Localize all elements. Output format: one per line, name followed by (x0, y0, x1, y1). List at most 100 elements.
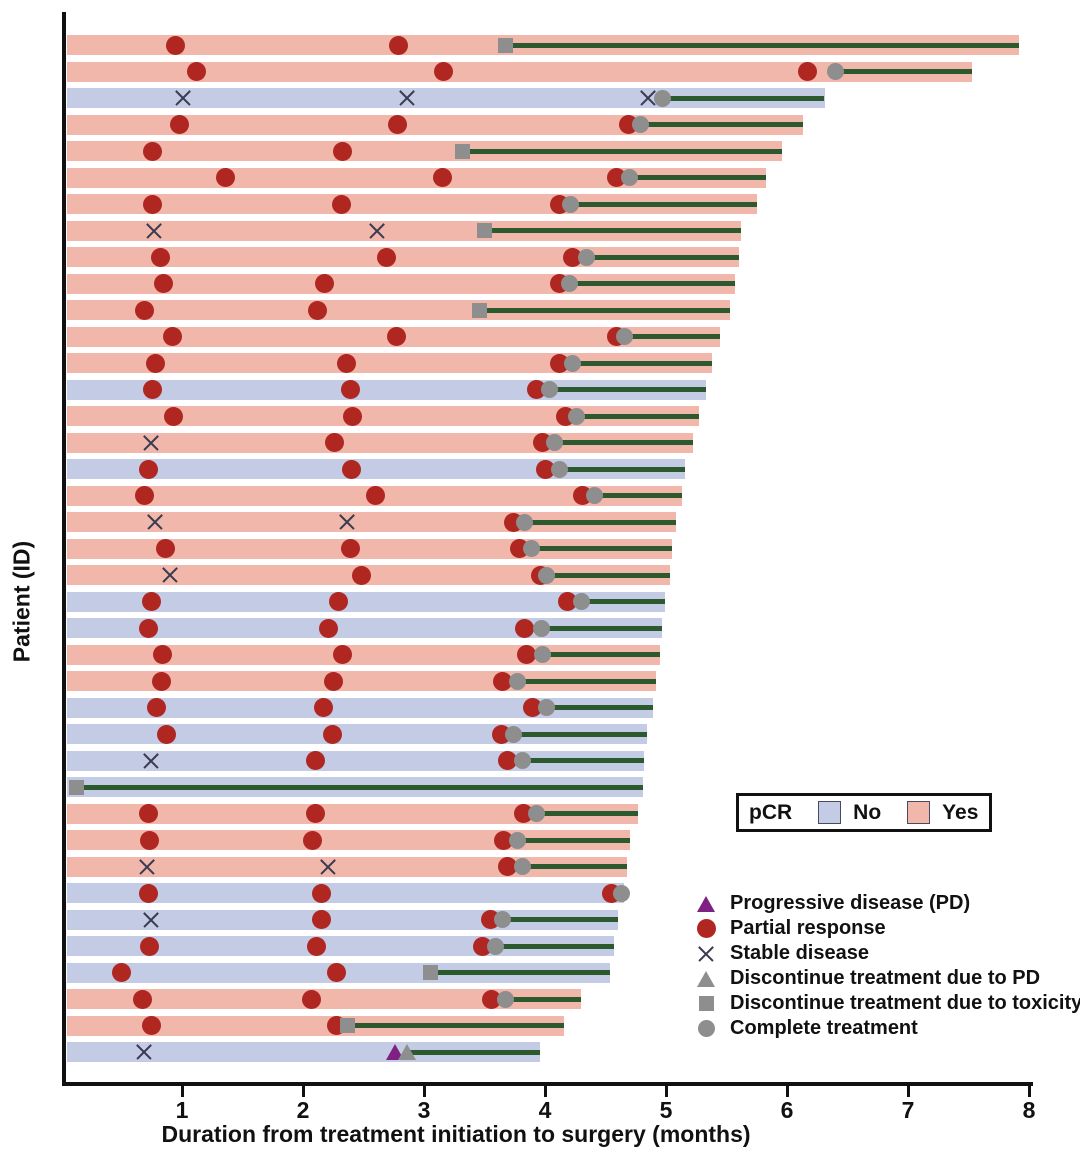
post-treatment-line (576, 413, 699, 419)
partial-response-marker (142, 592, 162, 611)
partial-response-marker (327, 963, 347, 982)
post-treatment-line (559, 466, 686, 472)
partial-response-marker (493, 671, 513, 691)
post-treatment-line (502, 917, 618, 922)
partial-response-marker (323, 671, 343, 691)
partial-response-marker (798, 62, 818, 81)
patient-bar (67, 1042, 541, 1062)
stable-disease-marker (137, 857, 157, 877)
x-axis-tick (665, 1086, 668, 1097)
patient-bar (67, 856, 628, 877)
patient-bar (67, 141, 783, 161)
patient-bar (67, 61, 973, 82)
partial-response-marker (301, 989, 321, 1009)
partial-response-marker (482, 989, 502, 1009)
partial-response-marker (138, 883, 158, 903)
partial-response-marker (162, 327, 182, 346)
post-treatment-line (554, 440, 693, 445)
partial-response-marker (155, 539, 175, 558)
patient-bar (67, 167, 767, 188)
post-treatment-line (570, 201, 757, 207)
partial-response-marker (143, 194, 163, 214)
post-treatment-line (407, 1049, 541, 1055)
partial-response-marker (472, 936, 492, 956)
partial-response-marker (314, 698, 334, 717)
post-treatment-line (546, 705, 653, 710)
post-treatment-line (524, 519, 676, 525)
stable-disease-marker (318, 857, 338, 877)
legend-item-sd: Stable disease (694, 941, 1080, 966)
partial-response-marker (303, 830, 323, 850)
post-treatment-line (430, 970, 611, 975)
pcr-legend-box: pCR No Yes (736, 793, 992, 832)
post-treatment-line (594, 493, 682, 498)
stable-disease-marker (144, 221, 164, 241)
post-treatment-line (536, 811, 639, 816)
patient-bar (67, 989, 582, 1009)
post-treatment-line (640, 122, 803, 127)
partial-response-marker (170, 115, 190, 134)
post-treatment-line (662, 95, 825, 101)
x-axis-tick (907, 1086, 910, 1097)
legend-item-disc_tox: Discontinue treatment due to toxicity (694, 991, 1080, 1016)
x-axis-tick (423, 1086, 426, 1097)
legend-glyph-sd (694, 941, 718, 966)
patient-bar (67, 618, 663, 638)
x-axis-tick (1028, 1086, 1031, 1097)
partial-response-marker (145, 353, 165, 373)
stable-disease-marker (173, 88, 193, 108)
partial-response-marker (147, 698, 167, 717)
stable-disease-marker (141, 433, 161, 453)
progressive-disease-marker (697, 895, 715, 912)
complete-treatment-marker (572, 593, 590, 610)
partial-response-marker (351, 565, 371, 585)
partial-response-marker (333, 141, 353, 161)
complete-treatment-marker (505, 725, 523, 743)
partial-response-marker (343, 406, 363, 426)
pcr-no-label: No (853, 800, 882, 824)
post-treatment-line (542, 652, 660, 657)
legend-label: Partial response (730, 917, 886, 939)
discontinue-toxicity-marker (497, 37, 513, 53)
partial-response-marker (138, 618, 158, 638)
partial-response-marker (550, 353, 570, 373)
patient-bar (67, 194, 757, 214)
complete-treatment-marker (496, 990, 514, 1008)
post-treatment-line (572, 360, 712, 366)
x-axis-tick-label: 7 (901, 1097, 915, 1123)
partial-response-marker (166, 35, 186, 55)
pcr-legend-title: pCR (749, 800, 793, 824)
stable-disease-marker (397, 88, 417, 108)
partial-response-marker (154, 274, 174, 293)
complete-treatment-marker (508, 831, 526, 849)
partial-response-marker (337, 353, 357, 373)
complete-treatment-marker (537, 566, 555, 584)
x-axis-tick-label: 5 (659, 1097, 673, 1123)
partial-response-marker (514, 618, 534, 638)
legend-item-pr: Partial response (694, 916, 1080, 941)
stable-disease-marker (337, 512, 357, 532)
post-treatment-line (505, 42, 1020, 48)
post-treatment-line (517, 837, 630, 843)
post-treatment-line (549, 387, 706, 392)
patient-bar (67, 88, 825, 108)
complete-treatment-marker (616, 328, 634, 345)
y-axis-spine (62, 12, 66, 1086)
partial-response-marker (389, 35, 409, 55)
partial-response-marker (324, 433, 344, 452)
partial-response-marker (696, 919, 716, 938)
partial-response-marker (132, 989, 152, 1009)
partial-response-marker (513, 804, 533, 823)
discontinue-pd-marker (398, 1044, 417, 1060)
partial-response-marker (138, 459, 158, 479)
x-axis-title: Duration from treatment initiation to su… (161, 1121, 751, 1147)
partial-response-marker (558, 592, 578, 611)
partial-response-marker (112, 963, 131, 982)
complete-treatment-marker (577, 248, 595, 266)
discontinue-toxicity-marker (422, 965, 438, 980)
post-treatment-line (517, 678, 657, 684)
partial-response-marker (139, 936, 159, 956)
complete-treatment-marker (612, 884, 630, 902)
y-axis-title: Patient (ID) (8, 540, 35, 663)
